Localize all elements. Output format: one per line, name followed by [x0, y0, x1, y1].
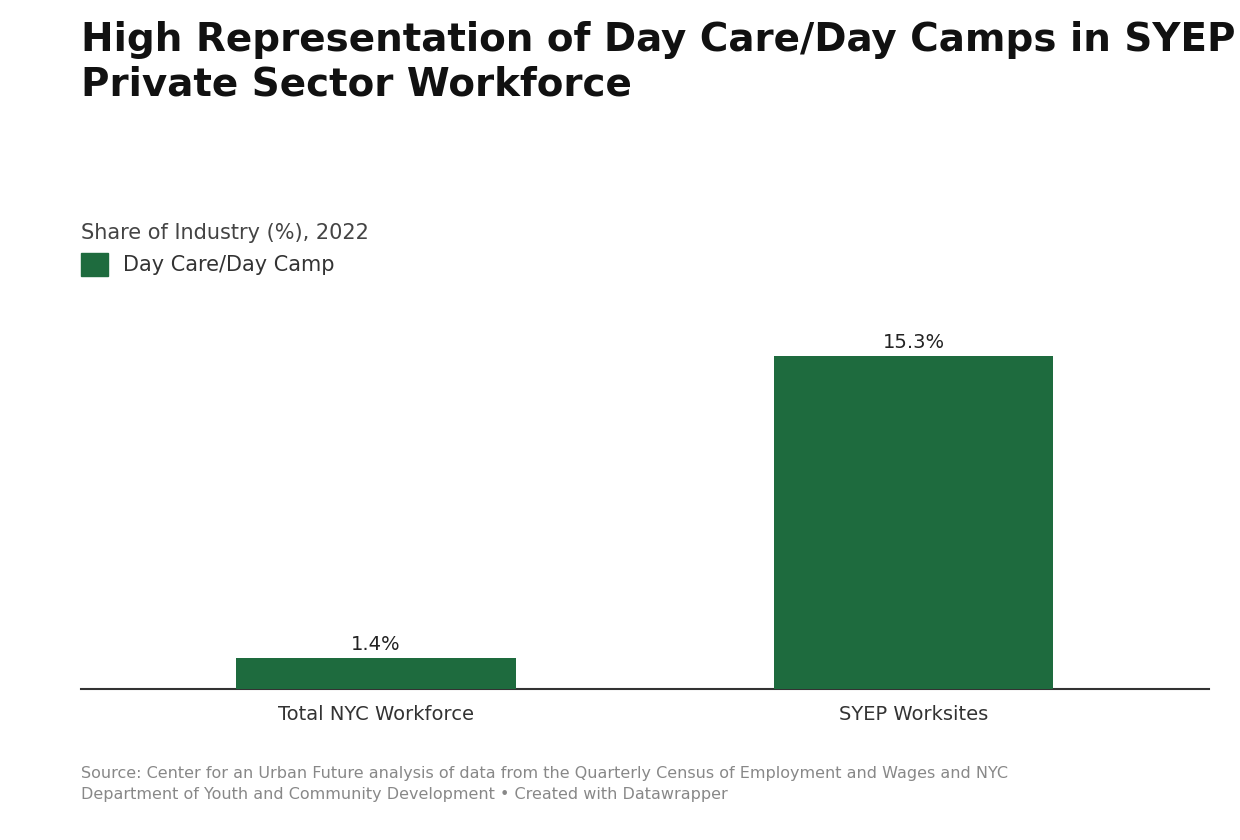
Bar [237, 659, 516, 689]
Text: Source: Center for an Urban Future analysis of data from the Quarterly Census of: Source: Center for an Urban Future analy… [81, 765, 1008, 802]
Text: 15.3%: 15.3% [883, 333, 945, 352]
Text: 1.4%: 1.4% [351, 635, 401, 654]
Text: Share of Industry (%), 2022: Share of Industry (%), 2022 [81, 223, 368, 243]
Bar [774, 356, 1053, 689]
Text: Day Care/Day Camp: Day Care/Day Camp [123, 255, 335, 275]
Text: High Representation of Day Care/Day Camps in SYEP vs.
Private Sector Workforce: High Representation of Day Care/Day Camp… [81, 21, 1240, 103]
